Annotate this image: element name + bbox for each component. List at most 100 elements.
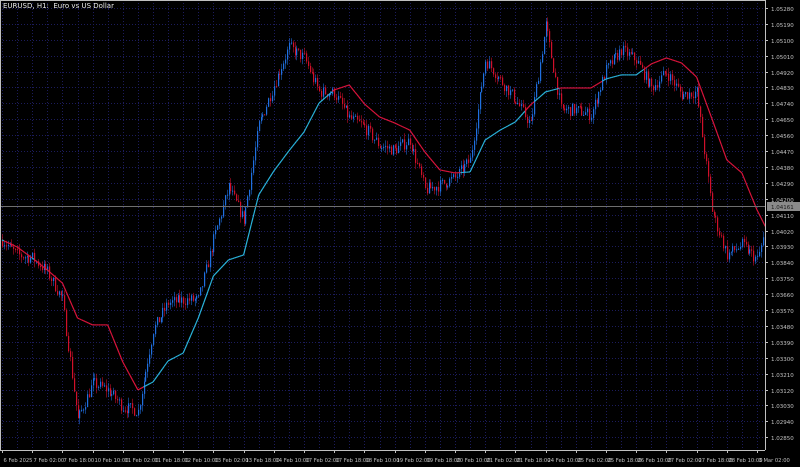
candle-body — [432, 186, 434, 189]
indicator-line-segment — [514, 119, 518, 123]
time-tick-label: 10 Feb 10:00 — [95, 458, 129, 464]
indicator-line-segment — [75, 313, 79, 319]
candle-body — [514, 89, 516, 102]
candle-bearish — [76, 391, 78, 411]
indicator-line-segment — [383, 117, 386, 120]
candle-bullish — [544, 36, 546, 55]
indicator-line-segment — [501, 127, 505, 130]
candle-bullish — [697, 86, 699, 97]
candle-bearish — [359, 115, 361, 122]
candle-body — [55, 277, 57, 292]
candle-body — [544, 37, 546, 55]
candle-body — [631, 52, 633, 54]
indicator-line-segment — [165, 360, 169, 364]
indicator-line-segment — [160, 368, 163, 372]
candle-body — [753, 250, 755, 262]
indicator-line-segment — [426, 153, 430, 157]
candle-bearish — [430, 179, 432, 189]
candle-body — [668, 73, 670, 81]
candle-bullish — [153, 333, 155, 347]
indicator-line-segment — [39, 263, 43, 266]
indicator-line-segment — [400, 125, 403, 128]
indicator-line-segment — [490, 134, 494, 137]
indicator-line-segment — [424, 151, 428, 155]
candle-bullish — [251, 167, 253, 195]
candle-bearish — [279, 69, 281, 80]
candle-body — [315, 77, 317, 83]
indicator-line-segment — [303, 128, 307, 133]
candle-bullish — [374, 139, 376, 144]
indicator-line-segment — [756, 209, 760, 214]
candle-bullish — [638, 56, 640, 65]
candle-body — [476, 128, 478, 141]
candle-bullish — [615, 47, 617, 59]
candle-body — [6, 245, 8, 247]
candle-body — [682, 91, 684, 100]
indicator-line-segment — [305, 124, 309, 129]
indicator-line-segment — [660, 58, 663, 61]
indicator-line-segment — [356, 94, 360, 98]
candle-body — [291, 42, 293, 44]
candle-body — [749, 249, 751, 254]
candle-bearish — [11, 239, 13, 248]
candle-bearish — [631, 48, 633, 55]
time-tick-label: 21 Feb 02:00 — [487, 458, 521, 464]
indicator-line-segment — [169, 358, 173, 361]
indicator-line-segment — [314, 106, 318, 111]
candle-body — [178, 295, 180, 303]
candle-bullish — [470, 153, 472, 163]
time-tick-label: 11 Feb 02:00 — [125, 458, 159, 464]
candle-bullish — [155, 321, 157, 338]
candle-body — [157, 317, 159, 325]
candle-bearish — [238, 194, 240, 203]
indicator-line-segment — [86, 321, 90, 324]
candle-bearish — [19, 244, 21, 260]
candle-bearish — [714, 209, 716, 218]
indicator-line-segment — [503, 126, 507, 129]
candle-body — [313, 72, 315, 83]
candle-body — [236, 194, 238, 201]
indicator-line-segment — [322, 97, 326, 101]
candle-bullish — [85, 402, 87, 414]
candle-bullish — [257, 126, 259, 152]
indicator-line-segment — [127, 372, 131, 377]
candle-bearish — [446, 183, 448, 191]
candle-body — [338, 96, 340, 100]
candle-bullish — [429, 179, 431, 195]
indicator-line-segment — [639, 70, 643, 73]
candle-body — [512, 89, 514, 91]
candle-bearish — [487, 59, 489, 72]
candle-bearish — [185, 297, 187, 310]
candle-bullish — [113, 387, 115, 396]
indicator-line-segment — [703, 97, 707, 103]
indicator-line-segment — [110, 333, 114, 340]
candle-body — [174, 297, 176, 301]
indicator-line-segment — [609, 76, 612, 79]
candle-body — [202, 286, 204, 288]
indicator-line-segment — [386, 119, 390, 122]
candle-body — [268, 98, 270, 107]
indicator-line-segment — [22, 250, 26, 253]
indicator-line-segment — [201, 302, 205, 308]
candle-body — [351, 115, 353, 119]
candle-body — [2, 239, 4, 247]
indicator-line-segment — [45, 267, 48, 271]
indicator-line-segment — [239, 254, 242, 257]
candle-body — [470, 157, 472, 163]
candle-bearish — [74, 372, 76, 393]
indicator-line-segment — [645, 66, 648, 69]
candle-body — [62, 295, 64, 297]
candle-body — [574, 103, 576, 114]
indicator-line-segment — [158, 371, 162, 375]
candle-body — [179, 295, 181, 303]
time-tick-label: 25 Feb 18:00 — [608, 458, 642, 464]
candle-body — [480, 92, 482, 110]
candle-bullish — [289, 38, 291, 55]
time-tick-label: 28 Feb 10:00 — [729, 458, 763, 464]
candle-body — [370, 125, 372, 129]
candle-body — [710, 176, 712, 194]
time-tick-label: 25 Feb 02:00 — [578, 458, 612, 464]
candle-bullish — [104, 382, 106, 388]
candle-body — [393, 145, 395, 155]
